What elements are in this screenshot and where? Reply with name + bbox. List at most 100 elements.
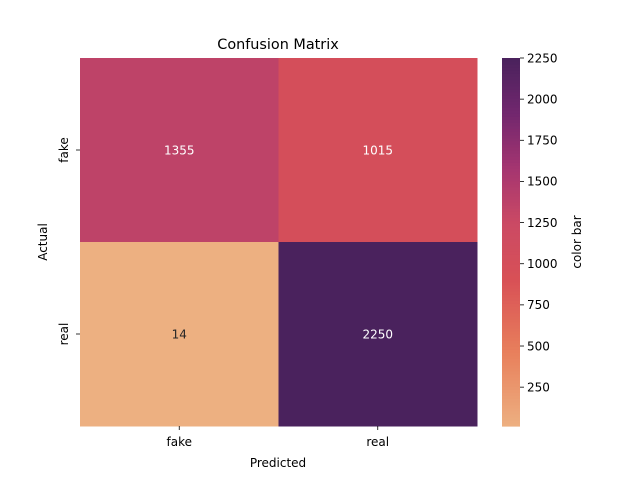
colorbar-segment	[502, 177, 520, 182]
x-tick-label: fake	[167, 435, 192, 449]
colorbar-segment	[502, 272, 520, 277]
colorbar-segment	[502, 334, 520, 338]
colorbar-segment	[502, 245, 520, 249]
cell-value-label: 1015	[362, 144, 393, 158]
colorbar-segment	[502, 242, 520, 246]
colorbar-segment	[502, 82, 520, 87]
cell-value-labels: 1355 1015 14 2250	[164, 144, 393, 342]
colorbar-segment	[502, 324, 520, 329]
colorbar-segment	[502, 254, 520, 258]
colorbar-segment	[502, 107, 520, 111]
colorbar-segment	[502, 202, 520, 206]
colorbar-segment	[502, 309, 520, 314]
y-tick-label: fake	[57, 137, 71, 162]
colorbar-segment	[502, 251, 520, 255]
colorbar-segment	[502, 199, 520, 203]
colorbar-segment	[502, 407, 520, 412]
colorbar-segment	[502, 269, 520, 274]
colorbar-tick-label: 500	[527, 339, 550, 353]
colorbar-segment	[502, 419, 520, 424]
colorbar-segment	[502, 220, 520, 225]
colorbar-segment	[502, 284, 520, 289]
colorbar-segment	[502, 278, 520, 283]
colorbar-segment	[502, 88, 520, 93]
colorbar-segment	[502, 367, 520, 372]
x-tick-label: real	[366, 435, 389, 449]
colorbar-segment	[502, 217, 520, 222]
colorbar-segment	[502, 214, 520, 219]
colorbar-segment	[502, 67, 520, 71]
colorbar-segment	[502, 398, 520, 403]
colorbar-segment	[502, 288, 520, 292]
colorbar-segment	[502, 416, 520, 421]
colorbar-segment	[502, 189, 520, 194]
colorbar-tick-label: 1000	[527, 257, 558, 271]
colorbar-segment	[502, 297, 520, 301]
colorbar-tick-label: 250	[527, 380, 550, 394]
colorbar-segment	[502, 70, 520, 74]
colorbar-segment	[502, 263, 520, 268]
colorbar-segment	[502, 153, 520, 157]
colorbar-tick-label: 1250	[527, 216, 558, 230]
colorbar-segment	[502, 389, 520, 393]
colorbar-segment	[502, 404, 520, 409]
colorbar-segment	[502, 76, 520, 81]
colorbar-segment	[502, 337, 520, 341]
colorbar-segment	[502, 180, 520, 185]
colorbar-segment	[502, 410, 520, 415]
colorbar-segment	[502, 168, 520, 173]
colorbar-segment	[502, 260, 520, 265]
colorbar-segment	[502, 248, 520, 252]
colorbar-segment	[502, 340, 520, 344]
y-axis-ticks: fake real	[57, 137, 80, 345]
colorbar-segment	[502, 79, 520, 84]
colorbar-tick-label: 2250	[527, 51, 558, 65]
colorbar-segment	[502, 355, 520, 360]
colorbar-segment	[502, 150, 520, 154]
cell-value-label: 1355	[164, 144, 195, 158]
colorbar-segment	[502, 373, 520, 378]
colorbar-segment	[502, 131, 520, 136]
heatmap-cell	[278, 58, 478, 243]
colorbar-segment	[502, 159, 520, 163]
colorbar	[502, 58, 520, 427]
colorbar-segment	[502, 422, 520, 427]
colorbar-tick-label: 2000	[527, 92, 558, 106]
colorbar-segment	[502, 386, 520, 390]
chart-title: Confusion Matrix	[217, 37, 339, 53]
colorbar-segment	[502, 306, 520, 311]
colorbar-segment	[502, 321, 520, 326]
colorbar-segment	[502, 91, 520, 96]
colorbar-segment	[502, 376, 520, 381]
cell-value-label: 2250	[362, 328, 393, 342]
colorbar-segment	[502, 235, 520, 240]
colorbar-segment	[502, 97, 520, 102]
colorbar-segment	[502, 208, 520, 212]
colorbar-segment	[502, 383, 520, 387]
colorbar-segment	[502, 196, 520, 200]
colorbar-segment	[502, 232, 520, 237]
colorbar-segment	[502, 156, 520, 160]
colorbar-ticks: 250 500 750 1000 1250 1500 1750 2000 2250	[520, 51, 558, 394]
colorbar-segment	[502, 318, 520, 323]
colorbar-segment	[502, 223, 520, 228]
colorbar-segment	[502, 128, 520, 133]
colorbar-tick-label: 750	[527, 298, 550, 312]
colorbar-segment	[502, 165, 520, 169]
colorbar-segment	[502, 291, 520, 295]
colorbar-segment	[502, 312, 520, 317]
colorbar-segment	[502, 125, 520, 130]
colorbar-segment	[502, 327, 520, 332]
colorbar-segment	[502, 281, 520, 286]
colorbar-segment	[502, 162, 520, 166]
colorbar-segment	[502, 361, 520, 366]
colorbar-segment	[502, 140, 520, 145]
colorbar-segment	[502, 85, 520, 90]
colorbar-segment	[502, 330, 520, 335]
colorbar-segment	[502, 183, 520, 188]
colorbar-segment	[502, 352, 520, 357]
colorbar-segment	[502, 380, 520, 384]
colorbar-segment	[502, 358, 520, 363]
